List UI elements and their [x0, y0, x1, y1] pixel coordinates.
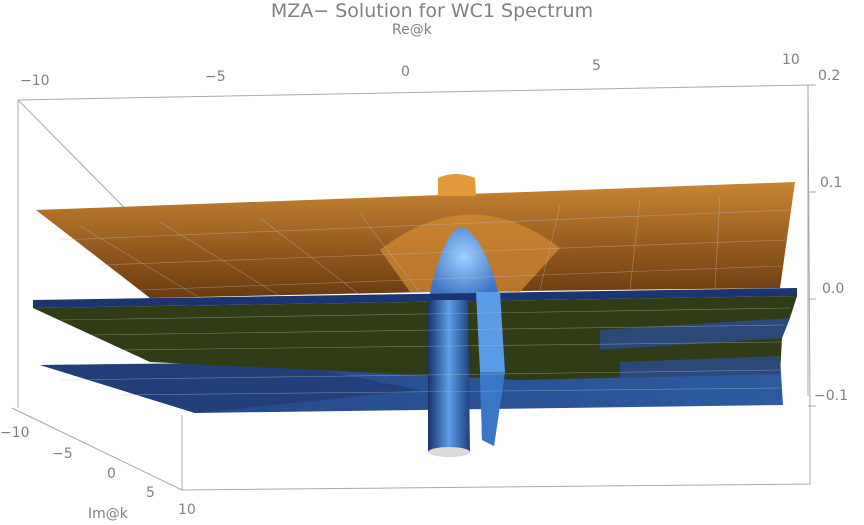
y-tick-label: 0 — [107, 466, 116, 482]
orange-peak — [438, 174, 476, 196]
mesh-lines — [59, 194, 791, 396]
plot-box — [11, 84, 816, 491]
green-plane-blue-strip-2 — [620, 356, 780, 378]
y-tick-label: 5 — [146, 485, 155, 501]
blue-tube — [428, 300, 470, 457]
green-plane-blue-strip — [600, 318, 790, 350]
x-tick-label: 0 — [401, 64, 410, 80]
z-tick-label: −0.1 — [814, 388, 848, 404]
y-tick-label: 10 — [178, 502, 196, 518]
y-axis-label: Im@k — [88, 506, 128, 522]
tube-bottom-cap — [428, 447, 470, 457]
x-axis-label: Re@k — [392, 22, 432, 38]
z-tick-label: 0.2 — [818, 68, 841, 84]
x-tick-label: 5 — [592, 58, 601, 74]
x-tick-label: −10 — [20, 73, 50, 89]
y-tick-label: −5 — [52, 446, 73, 462]
green-plane — [33, 296, 797, 380]
blue-floor-shade — [40, 362, 420, 413]
z-tick-label: 0.1 — [820, 175, 843, 191]
x-tick-label: −5 — [205, 69, 226, 85]
z-tick-label: 0.0 — [822, 281, 845, 297]
x-tick-label: 10 — [782, 52, 800, 68]
blue-cone — [430, 227, 498, 300]
blue-spike-shade — [480, 372, 505, 446]
dark-blue-plane — [33, 288, 797, 308]
y-tick-label: −10 — [0, 425, 30, 441]
chart-title: MZA− Solution for WC1 Spectrum — [270, 0, 594, 22]
